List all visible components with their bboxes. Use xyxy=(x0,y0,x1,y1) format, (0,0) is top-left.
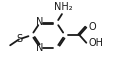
Text: N: N xyxy=(36,43,44,53)
Text: NH₂: NH₂ xyxy=(54,2,73,12)
Text: S: S xyxy=(16,34,22,44)
Text: OH: OH xyxy=(88,38,103,48)
Text: O: O xyxy=(88,22,96,32)
Text: N: N xyxy=(36,17,44,27)
